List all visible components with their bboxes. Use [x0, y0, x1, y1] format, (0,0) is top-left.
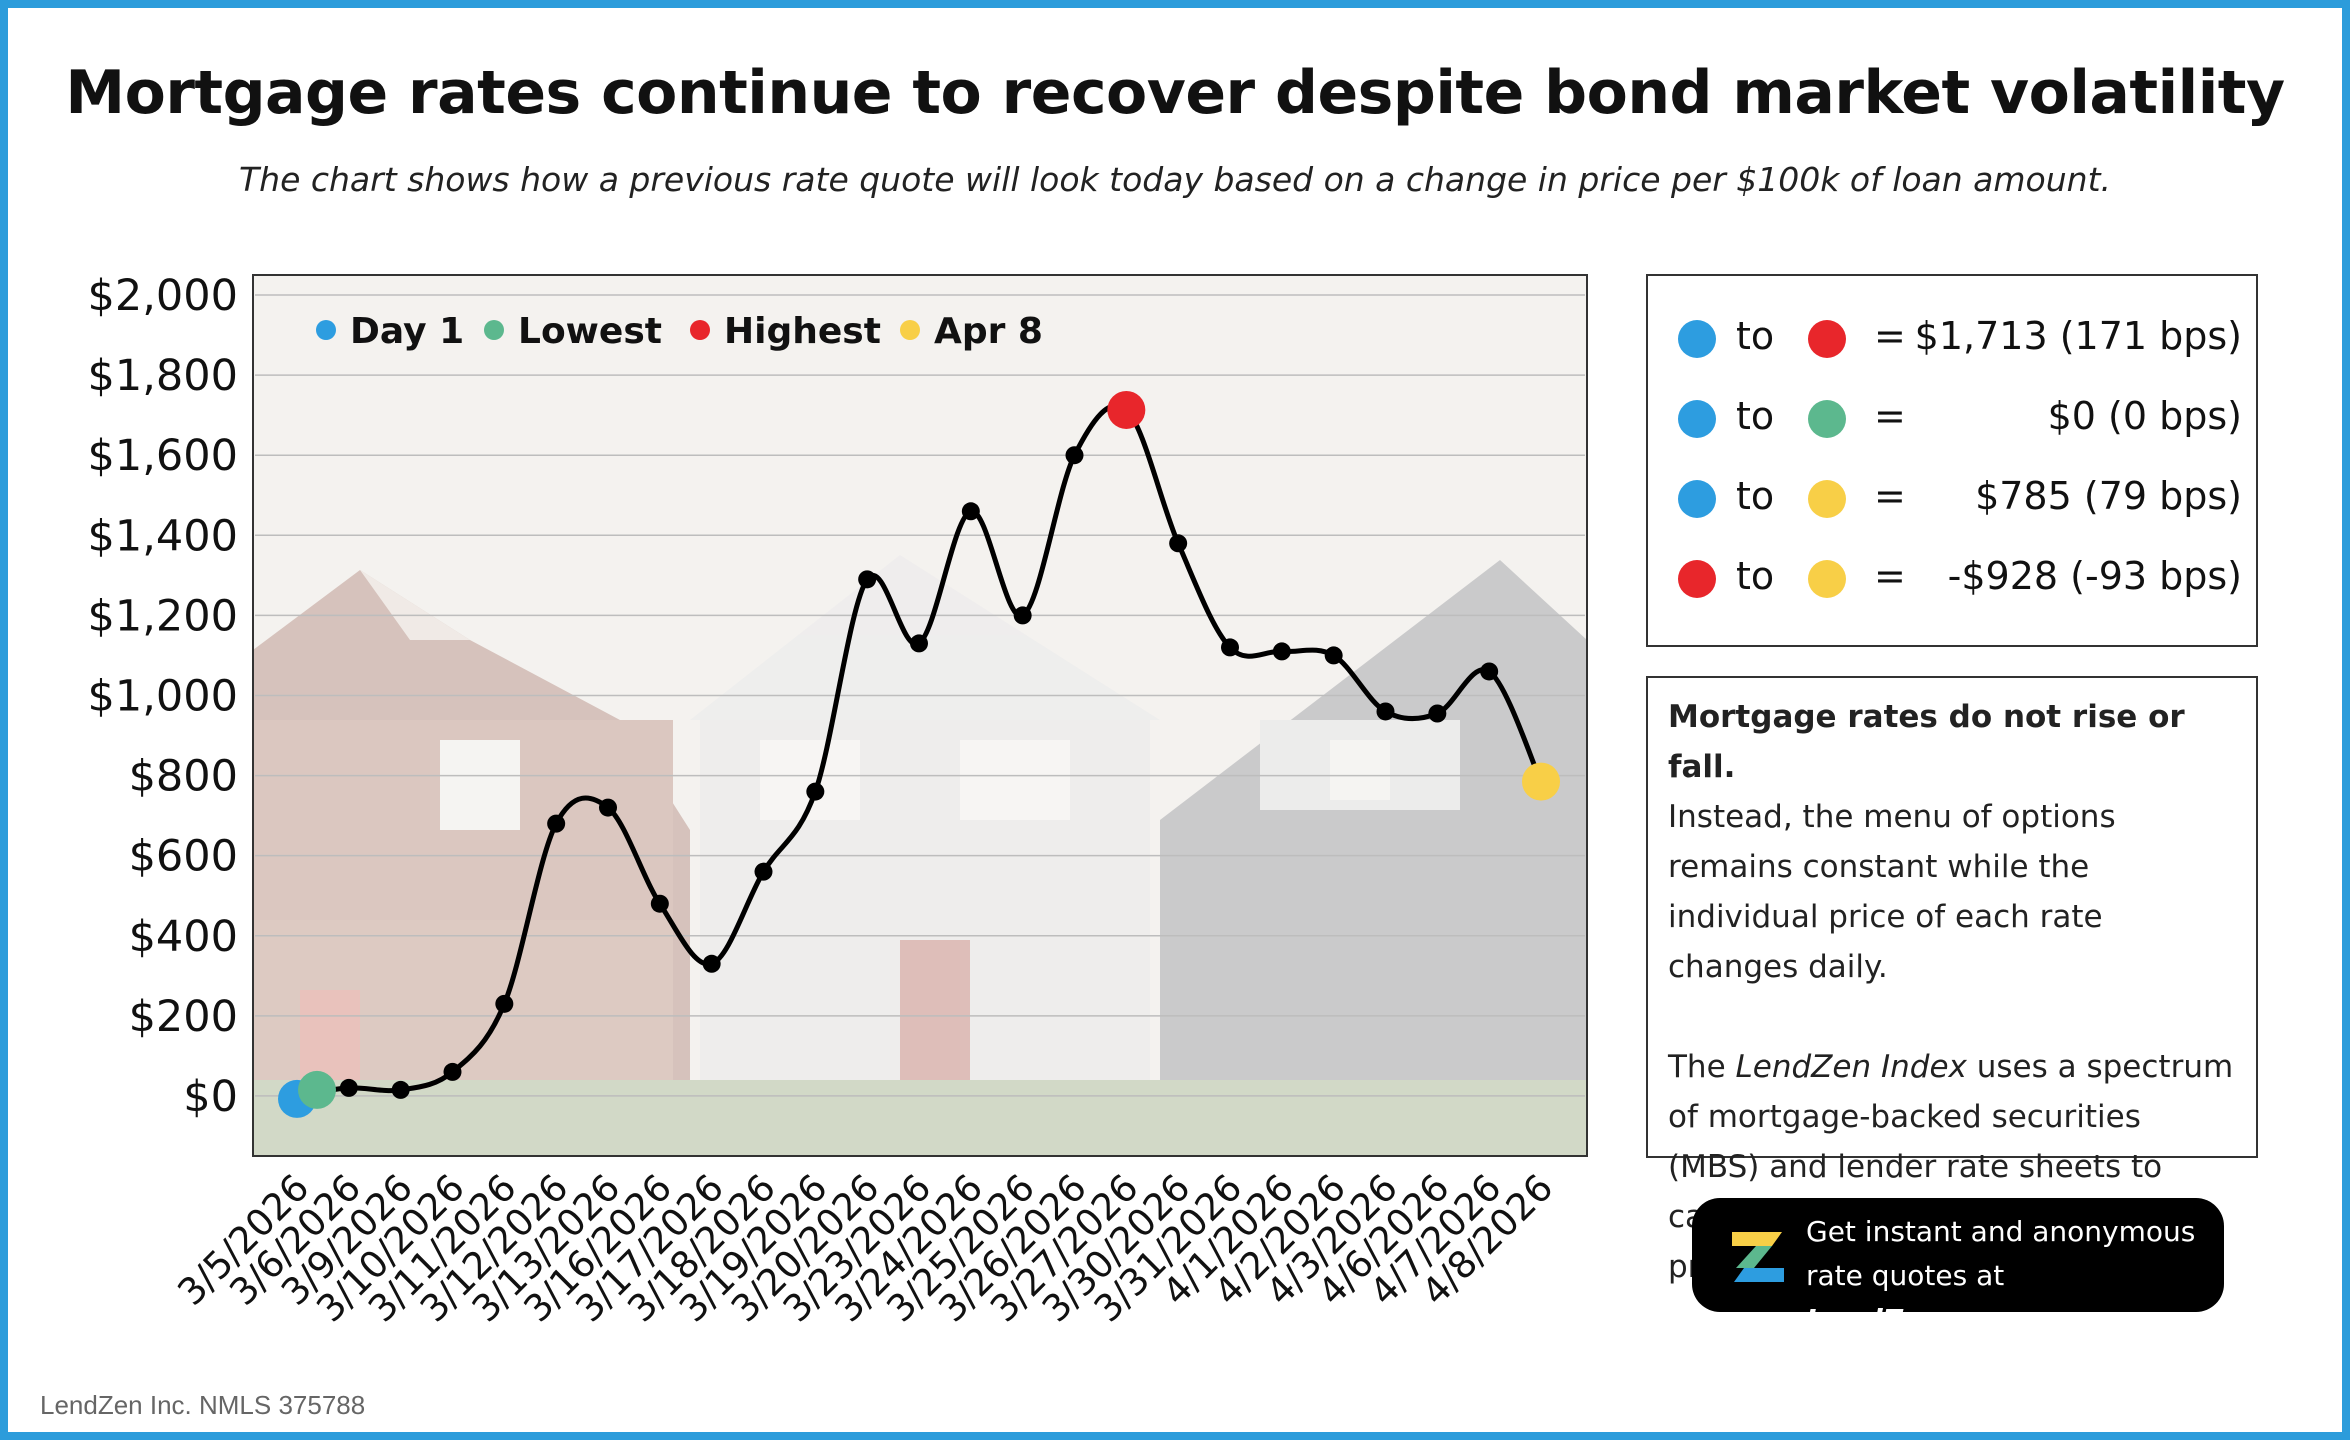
lendzen-logo-icon	[1732, 1232, 1784, 1282]
to-dot-icon	[1808, 480, 1846, 518]
explanation-panel: Mortgage rates do not rise or fall. Inst…	[1646, 676, 2258, 1285]
comparison-to: to	[1736, 314, 1775, 358]
data-point	[806, 782, 825, 801]
y-tick-label: $1,000	[88, 671, 238, 721]
lowest-point	[298, 1070, 336, 1109]
y-tick-label: $400	[129, 912, 238, 962]
to-dot-icon	[1808, 400, 1846, 438]
highlight-points	[278, 390, 1560, 1118]
y-axis: $0 $200 $400 $600 $800 $1,000 $1,200 $1,400 $1,6…	[88, 271, 238, 1122]
data-point	[391, 1080, 410, 1099]
data-point	[961, 502, 980, 521]
data-point	[650, 894, 669, 913]
data-point	[1221, 638, 1239, 657]
data-point	[1169, 534, 1188, 553]
data-point	[1376, 702, 1395, 721]
comparison-equals: =	[1874, 554, 1906, 598]
y-tick-label: $1,400	[88, 511, 238, 561]
comparison-equals: =	[1874, 394, 1906, 438]
chart-legend: Day 1 Lowest Highest Apr 8	[316, 311, 1043, 352]
comparison-row: to = $1,713 (171 bps)	[1678, 306, 2248, 366]
to-dot-icon	[1808, 560, 1846, 598]
y-tick-label: $0	[183, 1072, 238, 1122]
data-point	[754, 862, 773, 881]
comparison-equals: =	[1874, 474, 1906, 518]
cta-line-1: Get instant and anonymous	[1806, 1215, 2196, 1248]
explanation-body-2-pre: The	[1668, 1049, 1736, 1085]
comparison-value: $0 (0 bps)	[2047, 394, 2242, 438]
footer-nmls: LendZen Inc. NMLS 375788	[40, 1390, 366, 1420]
legend-dot	[900, 320, 920, 340]
from-dot-icon	[1678, 560, 1716, 598]
to-dot-icon	[1808, 320, 1846, 358]
highest-point	[1107, 390, 1146, 429]
data-point	[1013, 606, 1032, 625]
data-point	[547, 814, 566, 833]
y-tick-label: $1,200	[88, 591, 238, 641]
gridlines	[255, 294, 1585, 1097]
apr8-point	[1522, 762, 1560, 801]
legend-label: Highest	[724, 311, 881, 352]
data-point	[1272, 642, 1291, 661]
cta-button[interactable]: Get instant and anonymous rate quotes at…	[1692, 1198, 2224, 1336]
cta-brand-link[interactable]: LendZen.com	[1806, 1303, 2018, 1336]
cta-line-2: rate quotes at LendZen.com	[1806, 1254, 2206, 1342]
data-point	[910, 634, 928, 653]
legend-label: Day 1	[350, 311, 464, 352]
plot-border	[252, 274, 1588, 1157]
y-tick-label: $800	[129, 752, 238, 802]
data-point	[1428, 704, 1447, 723]
y-tick-label: $1,800	[88, 351, 238, 401]
comparison-row: to = $0 (0 bps)	[1678, 386, 2248, 446]
comparison-to: to	[1736, 554, 1775, 598]
from-dot-icon	[1678, 400, 1716, 438]
y-tick-label: $600	[129, 832, 238, 882]
data-point	[702, 954, 721, 973]
comparison-to: to	[1736, 474, 1775, 518]
chart-title: Mortgage rates continue to recover despi…	[65, 58, 2285, 128]
legend-dot	[690, 320, 710, 340]
cta-line-2-pre: rate quotes at	[1806, 1259, 2005, 1292]
from-dot-icon	[1678, 480, 1716, 518]
data-point	[1480, 662, 1499, 681]
legend-label: Apr 8	[934, 311, 1043, 352]
from-dot-icon	[1678, 320, 1716, 358]
plot-background	[253, 275, 1587, 1156]
data-point	[599, 798, 617, 817]
comparison-panel: to = $1,713 (171 bps) to = $0 (0 bps) to = $785 …	[1646, 274, 2258, 647]
data-point	[339, 1078, 358, 1097]
comparison-value: $785 (79 bps)	[1975, 474, 2242, 518]
y-tick-label: $2,000	[88, 271, 238, 321]
data-point	[858, 570, 877, 589]
y-tick-label: $200	[129, 992, 238, 1042]
explanation-body-1: Instead, the menu of options remains con…	[1668, 799, 2116, 985]
x-axis: 3/5/20263/6/20263/9/20263/10/20263/11/20…	[169, 1166, 1561, 1331]
comparison-row: to = -$928 (-93 bps)	[1678, 546, 2248, 606]
y-tick-label: $1,600	[88, 431, 238, 481]
explanation-heading: Mortgage rates do not rise or fall.	[1668, 699, 2185, 785]
legend-dot	[484, 320, 504, 340]
comparison-row: to = $785 (79 bps)	[1678, 466, 2248, 526]
data-point	[1324, 646, 1343, 665]
legend-dot	[316, 320, 336, 340]
comparison-value: -$928 (-93 bps)	[1947, 554, 2242, 598]
cta-text: Get instant and anonymous rate quotes at…	[1806, 1210, 2206, 1342]
legend-label: Lowest	[518, 311, 662, 352]
data-point	[495, 994, 514, 1013]
lendzen-index-term: LendZen Index	[1735, 1049, 1967, 1085]
chart-subtitle: The chart shows how a previous rate quot…	[239, 160, 2111, 199]
data-point	[443, 1062, 462, 1081]
comparison-to: to	[1736, 394, 1775, 438]
data-points	[339, 446, 1499, 1099]
comparison-equals: =	[1874, 314, 1906, 358]
comparison-value: $1,713 (171 bps)	[1914, 314, 2242, 358]
data-point	[1065, 446, 1084, 465]
